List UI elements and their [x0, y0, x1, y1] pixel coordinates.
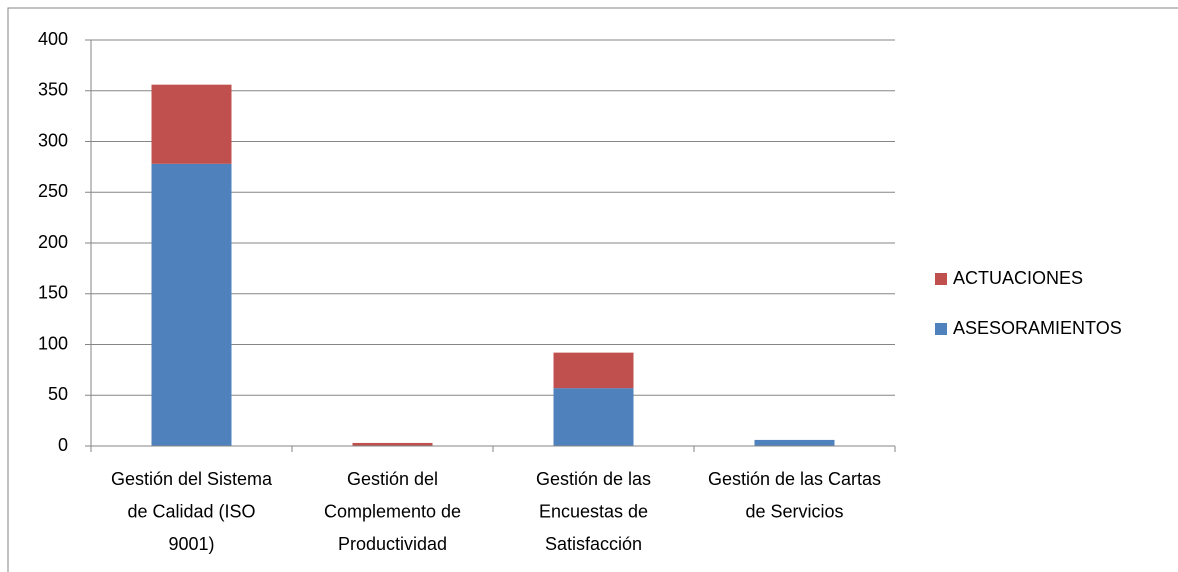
x-tick-label: Gestión del Sistema de Calidad (ISO 9001): [111, 469, 273, 554]
y-tick-label: 50: [48, 384, 68, 404]
y-tick-label: 200: [38, 232, 68, 252]
x-tick-label: Gestión del Complemento de Productividad: [324, 469, 461, 554]
bar-segment: [754, 439, 835, 446]
y-tick-label: 100: [38, 333, 68, 353]
legend-swatch: [935, 273, 947, 285]
y-tick-label: 0: [58, 435, 68, 455]
x-tick-label: Gestión de las Encuestas de Satisfacción: [536, 469, 651, 554]
y-tick-label: 150: [38, 283, 68, 303]
legend-swatch: [935, 323, 947, 335]
bar-segment: [352, 442, 433, 446]
bar-segment: [553, 352, 634, 389]
bar-segment: [553, 388, 634, 446]
legend-label: ASESORAMIENTOS: [953, 318, 1122, 338]
y-tick-label: 350: [38, 80, 68, 100]
y-tick-label: 250: [38, 181, 68, 201]
y-tick-label: 400: [38, 29, 68, 49]
legend-label: ACTUACIONES: [953, 268, 1083, 288]
bar-segment: [151, 163, 232, 446]
bar-segment: [151, 84, 232, 164]
x-tick-label: Gestión de las Cartas de Servicios: [708, 469, 881, 522]
y-tick-label: 300: [38, 130, 68, 150]
